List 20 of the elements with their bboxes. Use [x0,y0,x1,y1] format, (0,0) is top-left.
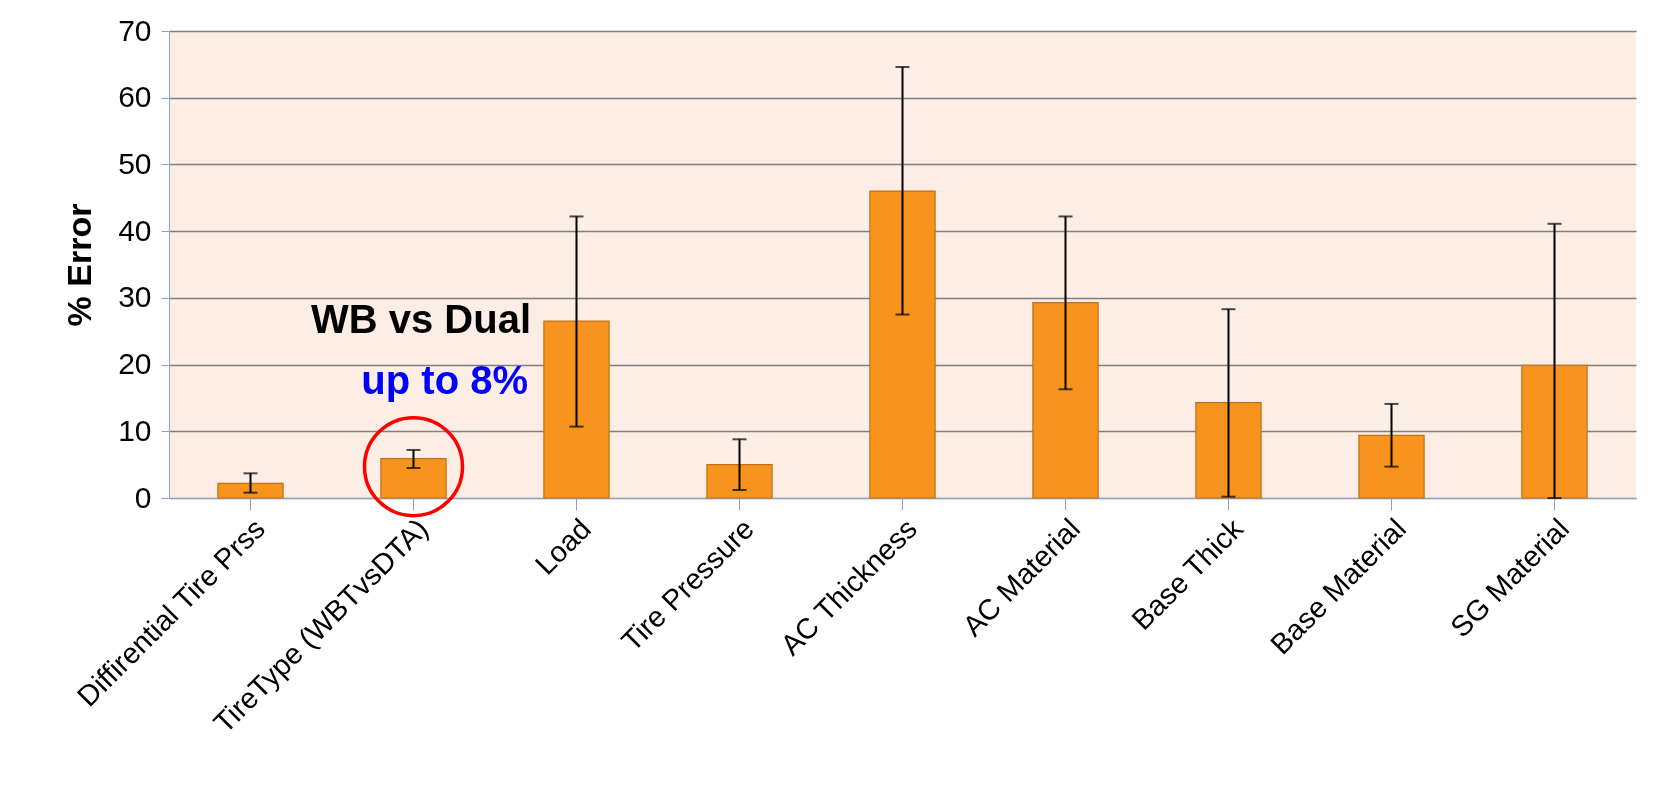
annotation: up to 8% [361,358,528,402]
bar [543,320,610,499]
bar [380,458,447,499]
y-tick-label: 70 [118,13,152,47]
y-tick-label: 20 [118,347,152,381]
bar [1195,402,1262,499]
y-tick-label: 10 [118,413,152,447]
bar [869,190,936,499]
y-tick-label: 30 [118,280,152,314]
bar [706,464,773,499]
bar [217,482,284,499]
annotation: WB vs Dual [310,297,531,341]
bar [1358,434,1425,499]
bar [1032,301,1099,499]
bar [1521,364,1588,499]
y-axis-title: % Error [60,203,99,327]
y-tick-label: 0 [134,480,152,514]
y-tick-label: 50 [118,146,152,180]
y-tick-label: 40 [118,213,152,247]
y-tick-label: 60 [118,80,152,114]
